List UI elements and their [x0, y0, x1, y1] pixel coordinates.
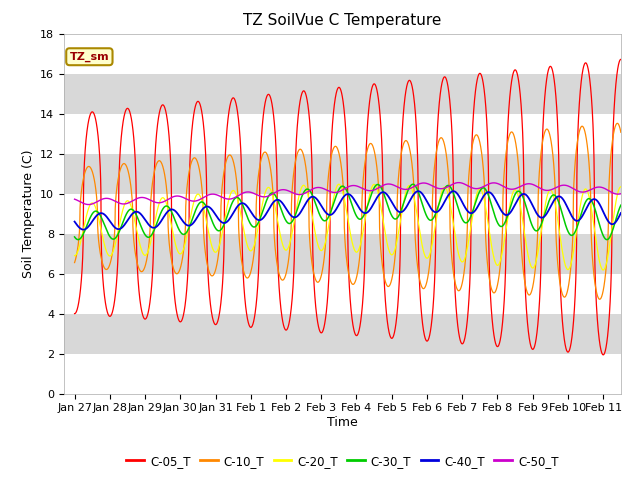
Text: TZ_sm: TZ_sm [70, 51, 109, 62]
Bar [64, 73, 621, 114]
Bar [64, 34, 621, 73]
Title: TZ SoilVue C Temperature: TZ SoilVue C Temperature [243, 13, 442, 28]
Bar [64, 313, 621, 354]
Bar [64, 114, 621, 154]
Bar [64, 234, 621, 274]
Y-axis label: Soil Temperature (C): Soil Temperature (C) [22, 149, 35, 278]
Legend: C-05_T, C-10_T, C-20_T, C-30_T, C-40_T, C-50_T: C-05_T, C-10_T, C-20_T, C-30_T, C-40_T, … [122, 450, 563, 472]
Bar [64, 354, 621, 394]
Bar [64, 193, 621, 234]
Bar [64, 274, 621, 313]
X-axis label: Time: Time [327, 416, 358, 429]
Bar [64, 154, 621, 193]
